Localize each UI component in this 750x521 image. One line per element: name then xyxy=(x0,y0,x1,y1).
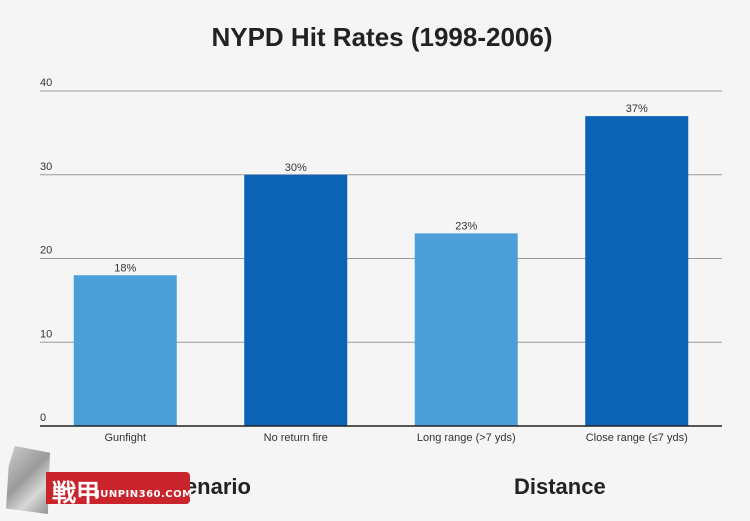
x-tick-label: Gunfight xyxy=(104,432,146,444)
watermark-logo: 戦甲 JUNPIN360.COM xyxy=(6,446,192,514)
x-tick-label: Long range (>7 yds) xyxy=(417,432,516,444)
data-label: 37% xyxy=(626,103,648,115)
y-axis-ticks: 0 10 20 30 40 xyxy=(40,77,52,424)
y-tick-label: 20 xyxy=(40,245,52,257)
bars: 18% 30% 23% 37% xyxy=(73,103,689,426)
watermark-glyph: 戦甲 xyxy=(52,478,100,507)
y-tick-label: 10 xyxy=(40,328,52,340)
watermark-site: JUNPIN360.COM xyxy=(96,489,193,500)
data-label: 30% xyxy=(285,162,307,174)
bar xyxy=(414,233,518,426)
bar xyxy=(585,116,689,426)
watermark-banner: 戦甲 JUNPIN360.COM xyxy=(46,472,193,507)
watermark-stone-icon xyxy=(6,446,50,514)
x-tick-label: No return fire xyxy=(264,432,328,444)
y-tick-label: 40 xyxy=(40,77,52,89)
bar xyxy=(244,174,348,426)
group-label-distance: Distance xyxy=(514,474,606,499)
data-label: 23% xyxy=(455,220,477,232)
chart-title: NYPD Hit Rates (1998-2006) xyxy=(211,22,552,52)
x-tick-label: Close range (≤7 yds) xyxy=(586,432,688,444)
bar xyxy=(73,275,177,426)
data-label: 18% xyxy=(114,262,136,274)
x-axis-labels: Gunfight No return fire Long range (>7 yds… xyxy=(104,432,687,444)
y-tick-label: 0 xyxy=(40,412,46,424)
y-tick-label: 30 xyxy=(40,161,52,173)
